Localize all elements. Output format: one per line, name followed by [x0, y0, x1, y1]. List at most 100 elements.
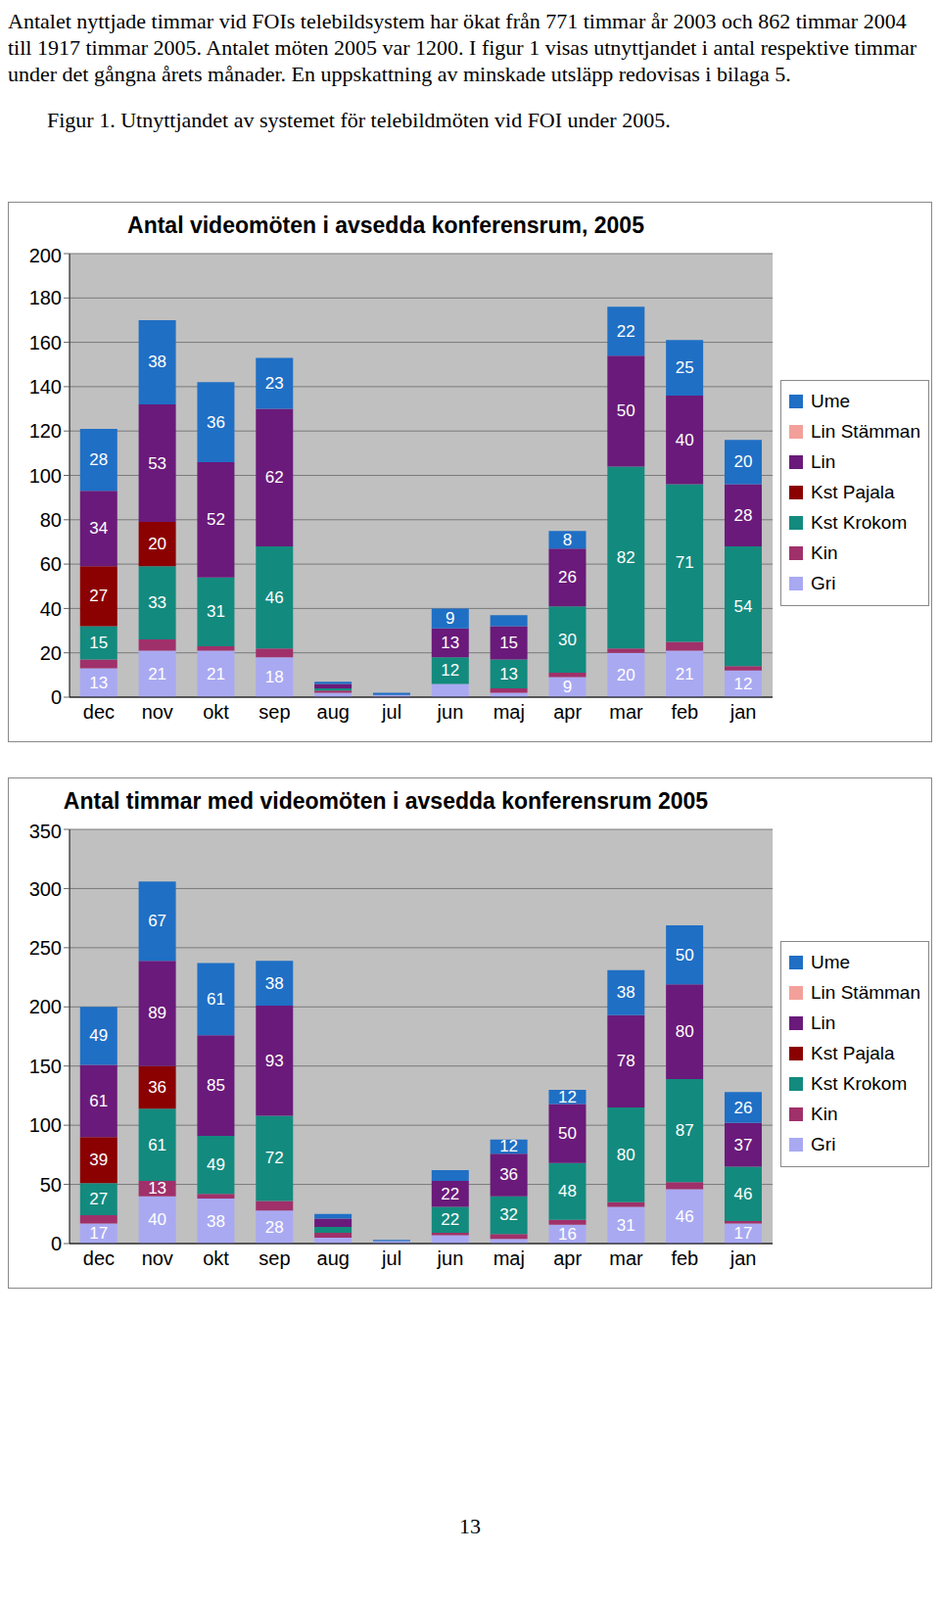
svg-text:40: 40 [675, 430, 695, 450]
svg-text:jun: jun [436, 1247, 465, 1269]
svg-text:37: 37 [734, 1135, 753, 1155]
svg-text:80: 80 [616, 1145, 636, 1165]
svg-text:40: 40 [147, 1210, 167, 1229]
svg-text:150: 150 [29, 1055, 62, 1078]
svg-text:36: 36 [147, 1078, 167, 1097]
svg-text:61: 61 [89, 1091, 108, 1111]
svg-text:32: 32 [499, 1205, 518, 1224]
svg-text:mar: mar [609, 1247, 644, 1269]
svg-text:120: 120 [29, 420, 62, 442]
svg-text:48: 48 [558, 1181, 577, 1201]
svg-text:34: 34 [89, 518, 108, 538]
svg-text:38: 38 [265, 974, 284, 993]
svg-text:12: 12 [440, 660, 460, 680]
svg-text:22: 22 [440, 1184, 460, 1204]
svg-text:nov: nov [141, 1247, 174, 1269]
svg-text:36: 36 [499, 1165, 518, 1184]
svg-text:sep: sep [258, 701, 290, 723]
svg-text:jan: jan [729, 1247, 757, 1269]
svg-text:22: 22 [616, 322, 636, 341]
svg-text:62: 62 [265, 468, 284, 487]
svg-text:18: 18 [265, 667, 284, 687]
svg-text:50: 50 [40, 1174, 62, 1196]
svg-text:feb: feb [670, 1247, 699, 1269]
svg-text:17: 17 [89, 1223, 108, 1243]
svg-text:40: 40 [40, 598, 62, 620]
svg-text:20: 20 [40, 642, 62, 664]
svg-text:20: 20 [616, 665, 636, 685]
svg-text:300: 300 [29, 878, 62, 900]
svg-text:25: 25 [675, 358, 695, 377]
svg-text:jan: jan [729, 701, 757, 723]
svg-text:21: 21 [675, 664, 695, 684]
svg-text:13: 13 [147, 1178, 167, 1198]
svg-text:50: 50 [675, 945, 695, 965]
svg-text:aug: aug [317, 1247, 350, 1269]
svg-text:15: 15 [499, 633, 518, 653]
svg-text:13: 13 [89, 673, 108, 693]
svg-text:21: 21 [206, 664, 226, 684]
svg-text:nov: nov [141, 701, 174, 723]
svg-text:apr: apr [553, 701, 582, 723]
svg-text:27: 27 [89, 1189, 108, 1209]
svg-text:71: 71 [675, 553, 695, 572]
svg-text:9: 9 [445, 609, 455, 628]
svg-text:dec: dec [83, 701, 115, 723]
svg-text:13: 13 [499, 664, 518, 684]
svg-text:28: 28 [89, 450, 108, 470]
svg-text:100: 100 [29, 1114, 62, 1136]
svg-text:160: 160 [29, 331, 62, 354]
svg-text:100: 100 [29, 465, 62, 487]
svg-text:dec: dec [83, 1247, 115, 1269]
svg-text:okt: okt [202, 1247, 230, 1269]
svg-text:85: 85 [206, 1076, 226, 1095]
svg-text:16: 16 [558, 1224, 577, 1244]
svg-text:60: 60 [40, 553, 62, 575]
svg-text:0: 0 [50, 686, 62, 708]
svg-text:61: 61 [147, 1135, 167, 1155]
svg-text:180: 180 [29, 286, 62, 309]
svg-text:50: 50 [558, 1124, 577, 1143]
svg-text:20: 20 [147, 534, 167, 554]
svg-text:31: 31 [616, 1216, 636, 1235]
svg-text:12: 12 [734, 674, 753, 694]
svg-text:87: 87 [675, 1121, 695, 1140]
svg-text:46: 46 [734, 1184, 753, 1204]
svg-text:61: 61 [206, 989, 226, 1009]
svg-text:15: 15 [89, 633, 108, 653]
svg-text:apr: apr [553, 1247, 582, 1269]
svg-text:jul: jul [380, 1247, 402, 1269]
svg-text:okt: okt [202, 701, 230, 723]
svg-text:20: 20 [734, 452, 753, 471]
svg-text:46: 46 [265, 588, 284, 608]
svg-text:82: 82 [616, 548, 636, 567]
svg-text:aug: aug [317, 701, 350, 723]
svg-text:39: 39 [89, 1150, 108, 1170]
svg-text:27: 27 [89, 586, 108, 606]
svg-text:72: 72 [265, 1148, 284, 1168]
svg-text:38: 38 [206, 1212, 226, 1231]
svg-text:jul: jul [380, 701, 402, 723]
svg-text:maj: maj [493, 1247, 525, 1269]
svg-text:140: 140 [29, 376, 62, 398]
svg-text:78: 78 [616, 1051, 636, 1071]
svg-text:52: 52 [206, 510, 226, 529]
svg-text:23: 23 [265, 374, 284, 393]
svg-text:36: 36 [206, 413, 226, 432]
svg-text:53: 53 [147, 454, 167, 473]
svg-text:67: 67 [147, 911, 167, 931]
svg-text:31: 31 [206, 602, 226, 621]
svg-text:30: 30 [558, 630, 577, 650]
svg-text:38: 38 [147, 352, 167, 372]
svg-text:sep: sep [258, 1247, 290, 1269]
svg-text:9: 9 [563, 677, 572, 697]
svg-text:38: 38 [616, 983, 636, 1002]
svg-text:54: 54 [734, 597, 753, 616]
svg-text:200: 200 [29, 244, 62, 267]
svg-text:22: 22 [440, 1210, 460, 1229]
svg-text:50: 50 [616, 401, 636, 421]
svg-text:26: 26 [558, 567, 577, 587]
svg-text:49: 49 [206, 1155, 226, 1175]
svg-text:8: 8 [563, 530, 572, 550]
svg-text:mar: mar [609, 701, 644, 723]
